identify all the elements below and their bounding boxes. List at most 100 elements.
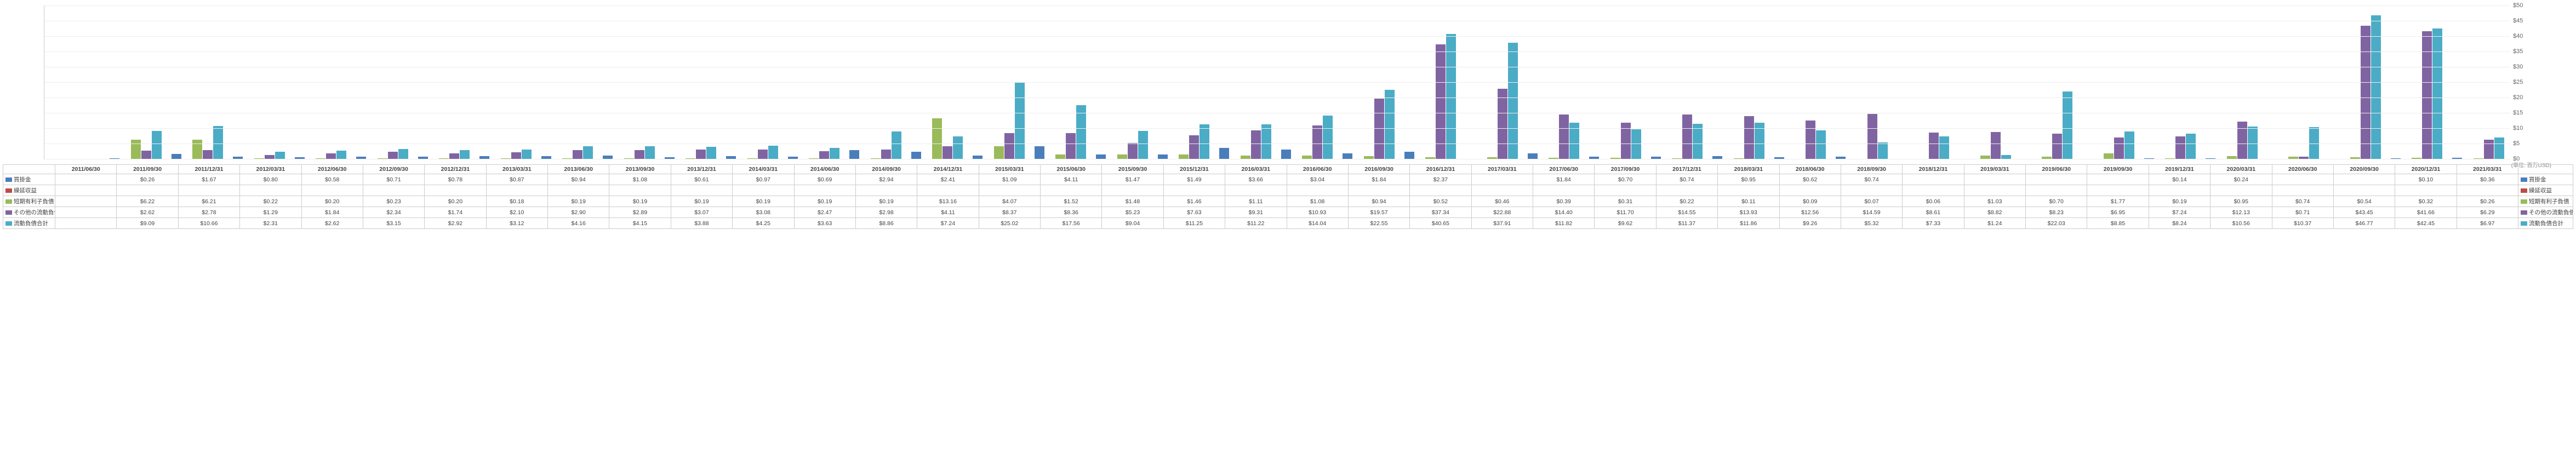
- data-cell: $1.49: [1163, 174, 1225, 185]
- data-cell: $37.34: [1410, 207, 1471, 218]
- data-cell: $0.62: [1779, 174, 1841, 185]
- bar-sonota: [2422, 31, 2432, 159]
- data-cell: $40.65: [1410, 218, 1471, 229]
- series-label-right: 繰延収益: [2518, 185, 2573, 196]
- bar-goukei: [768, 146, 778, 159]
- grid-line: [44, 36, 2510, 37]
- data-cell: $0.19: [855, 196, 917, 207]
- legend-swatch: [5, 188, 12, 193]
- bar-kaikake: [1096, 154, 1106, 159]
- data-cell: $8.86: [855, 218, 917, 229]
- data-cell: $1.09: [979, 174, 1040, 185]
- legend-swatch: [2521, 188, 2527, 193]
- data-cell: $2.94: [855, 174, 917, 185]
- data-cell: $0.80: [240, 174, 301, 185]
- data-cell: $6.97: [2457, 218, 2518, 229]
- data-cell: $19.57: [1348, 207, 1409, 218]
- period-header: 2015/06/30: [1041, 165, 1102, 174]
- data-cell: $0.19: [671, 196, 732, 207]
- data-cell: $0.19: [733, 196, 794, 207]
- period-header: 2018/09/30: [1841, 165, 1902, 174]
- data-cell: $9.31: [1225, 207, 1287, 218]
- data-cell: [1595, 185, 1656, 196]
- period-header: 2015/09/30: [1102, 165, 1163, 174]
- data-cell: [301, 185, 363, 196]
- data-cell: $14.55: [1656, 207, 1717, 218]
- period-header: 2019/09/30: [2087, 165, 2149, 174]
- data-cell: $3.12: [486, 218, 547, 229]
- chart-plot-area: [44, 5, 2510, 159]
- data-cell: $4.11: [1041, 174, 1102, 185]
- data-cell: [55, 207, 117, 218]
- series-label-text: 買掛金: [14, 176, 31, 183]
- data-cell: [2457, 185, 2518, 196]
- bar-sonota: [511, 152, 521, 159]
- data-table: 2011/06/302011/09/302011/12/312012/03/31…: [3, 164, 2573, 229]
- bar-goukei: [1138, 131, 1148, 159]
- series-label-text: その他の流動負債: [2529, 209, 2573, 216]
- series-label-left: 繰延収益: [3, 185, 55, 196]
- series-label-text: 短期有利子負債: [14, 198, 54, 205]
- bar-goukei: [830, 148, 839, 159]
- data-cell: $0.74: [1656, 174, 1717, 185]
- period-header: 2021/03/31: [2457, 165, 2518, 174]
- data-cell: $1.84: [1533, 174, 1595, 185]
- bar-goukei: [1816, 130, 1826, 159]
- bar-goukei: [2186, 134, 2196, 159]
- bar-tanki: [131, 140, 141, 159]
- data-cell: [979, 185, 1040, 196]
- data-cell: $1.52: [1041, 196, 1102, 207]
- data-cell: $11.70: [1595, 207, 1656, 218]
- period-header: 2017/09/30: [1595, 165, 1656, 174]
- data-cell: $2.41: [917, 174, 979, 185]
- data-cell: $0.06: [1903, 196, 1964, 207]
- period-header: 2012/09/30: [363, 165, 424, 174]
- bar-sonota: [819, 151, 829, 159]
- data-cell: $2.62: [301, 218, 363, 229]
- bar-tanki: [1055, 154, 1065, 159]
- data-cell: $10.37: [2272, 218, 2333, 229]
- legend-swatch: [2521, 177, 2527, 182]
- y-tick: $15: [2513, 110, 2523, 116]
- grid-line: [44, 5, 2510, 6]
- data-cell: $22.88: [1471, 207, 1533, 218]
- data-cell: [1656, 185, 1717, 196]
- legend-swatch: [2521, 199, 2527, 204]
- data-cell: $0.19: [2149, 196, 2210, 207]
- bar-kaikake: [1404, 152, 1414, 159]
- data-cell: $1.47: [1102, 174, 1163, 185]
- series-label-right: 流動負債合計: [2518, 218, 2573, 229]
- table-corner-right: [2518, 165, 2573, 174]
- bar-kaikake: [1528, 153, 1538, 159]
- data-cell: $3.88: [671, 218, 732, 229]
- bar-goukei: [2063, 91, 2072, 159]
- data-cell: $0.71: [2272, 207, 2333, 218]
- data-cell: $14.40: [1533, 207, 1595, 218]
- data-cell: $12.56: [1779, 207, 1841, 218]
- series-label-right: 買掛金: [2518, 174, 2573, 185]
- period-header: 2013/03/31: [486, 165, 547, 174]
- bar-sonota: [1066, 133, 1076, 159]
- period-header: 2011/09/30: [117, 165, 178, 174]
- bar-goukei: [583, 146, 593, 159]
- bar-goukei: [2494, 137, 2504, 159]
- legend-swatch: [2521, 210, 2527, 215]
- data-cell: $9.26: [1779, 218, 1841, 229]
- data-cell: [55, 218, 117, 229]
- series-label-right: その他の流動負債: [2518, 207, 2573, 218]
- data-cell: [1163, 185, 1225, 196]
- data-cell: $4.25: [733, 218, 794, 229]
- data-cell: $8.36: [1041, 207, 1102, 218]
- bar-tanki: [932, 118, 942, 159]
- data-cell: $0.94: [548, 174, 609, 185]
- data-cell: $1.08: [609, 174, 671, 185]
- bar-sonota: [1189, 135, 1199, 159]
- bar-sonota: [1806, 121, 1815, 159]
- data-cell: $2.37: [1410, 174, 1471, 185]
- bar-kaikake: [911, 152, 921, 159]
- data-cell: $5.32: [1841, 218, 1902, 229]
- bar-goukei: [460, 150, 470, 159]
- series-label-text: 繰延収益: [14, 187, 37, 194]
- data-cell: $0.24: [2211, 174, 2272, 185]
- data-cell: [671, 185, 732, 196]
